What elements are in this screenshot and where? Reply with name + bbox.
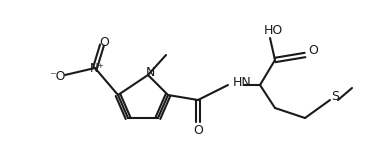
Text: N⁺: N⁺ [89, 62, 104, 75]
Text: S: S [331, 91, 339, 104]
Text: O: O [99, 35, 109, 49]
Text: HO: HO [264, 24, 283, 36]
Text: HN: HN [233, 77, 252, 89]
Text: O: O [193, 124, 203, 137]
Text: N: N [145, 66, 155, 78]
Text: ⁻O: ⁻O [49, 71, 65, 84]
Text: O: O [308, 44, 318, 57]
